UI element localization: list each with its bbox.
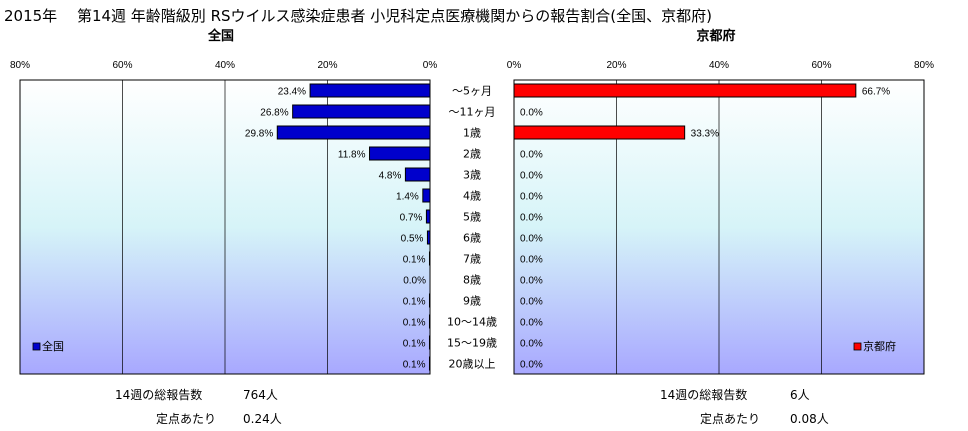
kyoto-tick-label: 20% <box>606 60 626 71</box>
chart-title: 2015年 第14週 年齢階級別 RSウイルス感染症患者 小児科定点医療機関から… <box>4 7 712 25</box>
national-bar <box>428 314 431 329</box>
national-total-value: 764人 <box>243 388 278 402</box>
kyoto-data-label: 66.7% <box>862 87 890 98</box>
kyoto-per-value: 0.08人 <box>790 412 829 426</box>
national-bar <box>404 167 431 182</box>
category-label: 6歳 <box>463 232 481 245</box>
national-bar <box>428 356 431 371</box>
category-label: ～5ヶ月 <box>452 85 492 98</box>
kyoto-tick-label: 80% <box>914 60 934 71</box>
kyoto-data-label: 0.0% <box>520 234 543 245</box>
category-label: 20歳以上 <box>449 358 496 371</box>
kyoto-panel: 0% 20% 40% 60% 80% 66.7% 0.0% 33.3% 0.0% 0.0% 0.0%… <box>507 60 934 375</box>
category-label: 3歳 <box>463 169 481 182</box>
kyoto-data-label: 0.0% <box>520 297 543 308</box>
national-tick-label: 60% <box>112 60 132 71</box>
national-data-label: 1.4% <box>396 192 419 203</box>
national-bar <box>426 230 431 245</box>
national-data-label: 4.8% <box>379 171 402 182</box>
national-data-label: 0.0% <box>403 276 426 287</box>
kyoto-data-label: 0.0% <box>520 150 543 161</box>
left-panel-title: 全国 <box>207 28 234 44</box>
category-label: 9歳 <box>463 295 481 308</box>
category-label: 5歳 <box>463 211 481 224</box>
national-bar <box>369 146 431 161</box>
national-tick-label: 0% <box>423 60 438 71</box>
national-bar <box>425 209 431 224</box>
category-label: 7歳 <box>463 253 481 266</box>
kyoto-data-label: 0.0% <box>520 192 543 203</box>
national-data-label: 0.7% <box>400 213 423 224</box>
category-label: 1歳 <box>463 127 481 140</box>
national-per-label: 定点あたり <box>156 412 217 426</box>
national-legend-swatch <box>32 342 41 351</box>
national-per-value: 0.24人 <box>243 412 282 426</box>
national-tick-label: 40% <box>215 60 235 71</box>
kyoto-data-label: 0.0% <box>520 276 543 287</box>
kyoto-legend-label: 京都府 <box>863 339 896 353</box>
kyoto-data-label: 0.0% <box>520 213 543 224</box>
national-data-label: 23.4% <box>278 87 306 98</box>
national-data-label: 0.1% <box>403 360 426 371</box>
national-bar <box>428 251 431 266</box>
national-legend-label: 全国 <box>42 339 64 353</box>
kyoto-total-value: 6人 <box>790 388 810 402</box>
national-data-label: 0.1% <box>403 339 426 350</box>
kyoto-tick-label: 60% <box>811 60 831 71</box>
kyoto-data-label: 33.3% <box>691 129 719 140</box>
kyoto-bar <box>513 125 686 140</box>
category-label: 8歳 <box>463 274 481 287</box>
category-label: 4歳 <box>463 190 481 203</box>
national-bar <box>309 83 431 98</box>
kyoto-tick-label: 40% <box>709 60 729 71</box>
category-label: 15～19歳 <box>447 337 497 350</box>
national-bar <box>428 293 431 308</box>
national-bar <box>422 188 431 203</box>
national-bar <box>292 104 431 119</box>
national-bar <box>276 125 431 140</box>
kyoto-per-label: 定点あたり <box>700 412 761 426</box>
kyoto-data-label: 0.0% <box>520 171 543 182</box>
national-data-label: 11.8% <box>338 150 366 161</box>
kyoto-data-label: 0.0% <box>520 255 543 266</box>
kyoto-total-label: 14週の総報告数 <box>660 388 748 402</box>
national-total-label: 14週の総報告数 <box>115 388 203 402</box>
kyoto-data-label: 0.0% <box>520 108 543 119</box>
national-tick-label: 20% <box>317 60 337 71</box>
national-bar <box>428 335 431 350</box>
national-panel: 80% 60% 40% 20% 0% 23.4% 26.8% 29.8% 11.8% 4.8% 1.… <box>10 60 438 375</box>
national-data-label: 29.8% <box>245 129 273 140</box>
kyoto-tick-label: 0% <box>507 60 522 71</box>
category-label: 10～14歳 <box>447 316 497 329</box>
kyoto-data-label: 0.0% <box>520 318 543 329</box>
national-data-label: 0.1% <box>403 255 426 266</box>
category-label: 2歳 <box>463 148 481 161</box>
national-tick-label: 80% <box>10 60 30 71</box>
national-data-label: 0.1% <box>403 297 426 308</box>
national-data-label: 0.1% <box>403 318 426 329</box>
category-labels: ～5ヶ月 ～11ヶ月 1歳 2歳 3歳 4歳 5歳 6歳 7歳 8歳 9歳 10～14歳 15～19歳 2… <box>447 85 497 371</box>
kyoto-data-label: 0.0% <box>520 360 543 371</box>
national-data-label: 26.8% <box>260 108 288 119</box>
kyoto-data-label: 0.0% <box>520 339 543 350</box>
kyoto-legend-swatch <box>853 342 862 351</box>
right-panel-title: 京都府 <box>696 28 735 44</box>
kyoto-bar <box>513 83 857 98</box>
national-data-label: 0.5% <box>401 234 424 245</box>
category-label: ～11ヶ月 <box>449 106 496 119</box>
